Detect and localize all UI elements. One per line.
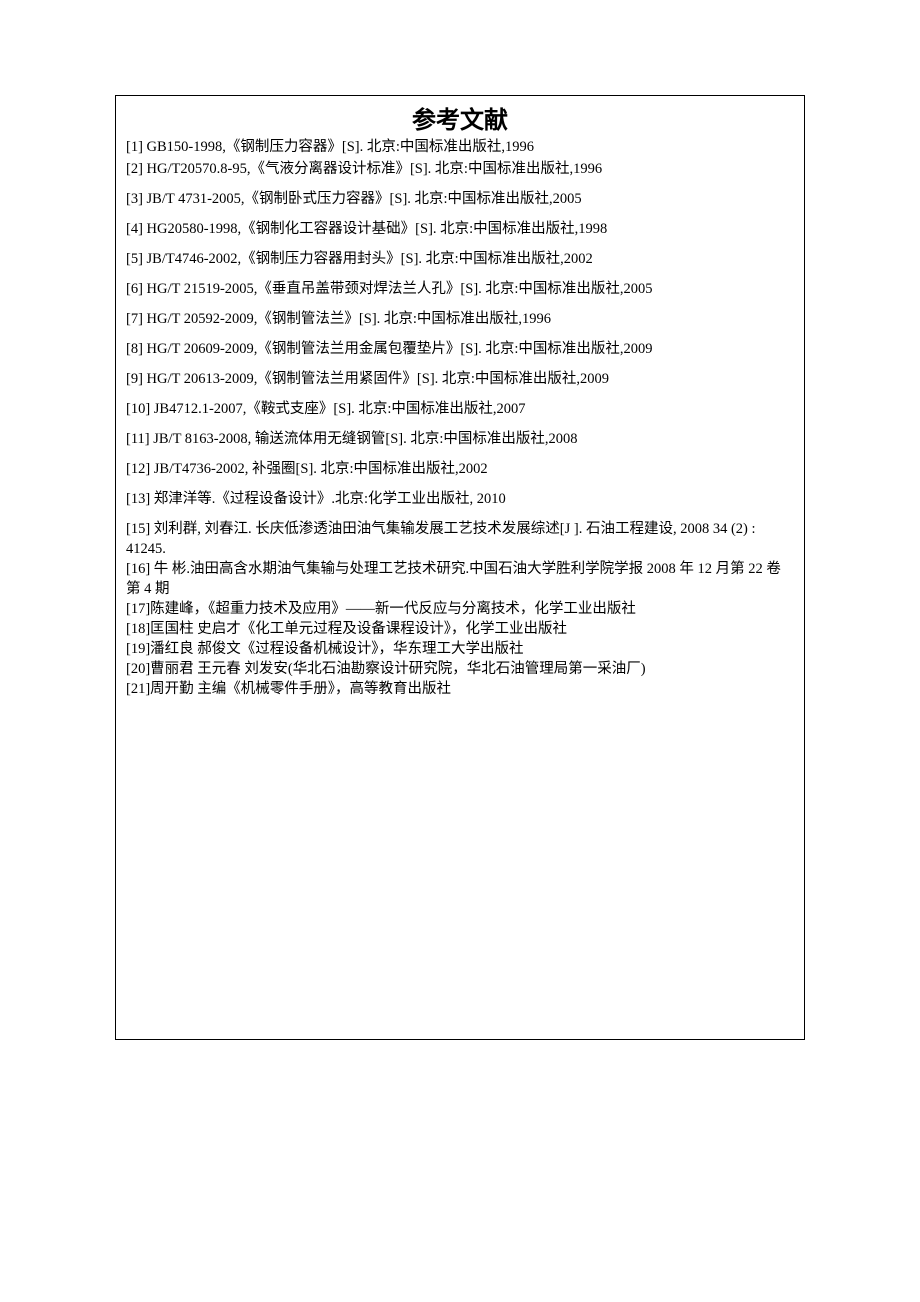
reference-item: [2] HG/T20570.8-95,《气液分离器设计标准》[S]. 北京:中国…: [126, 159, 794, 179]
reference-item: [11] JB/T 8163-2008, 输送流体用无缝钢管[S]. 北京:中国…: [126, 429, 794, 449]
reference-item: [4] HG20580-1998,《钢制化工容器设计基础》[S]. 北京:中国标…: [126, 219, 794, 239]
reference-item: [7] HG/T 20592-2009,《钢制管法兰》[S]. 北京:中国标准出…: [126, 309, 794, 329]
reference-item: [17]陈建峰，《超重力技术及应用》——新一代反应与分离技术，化学工业出版社: [126, 599, 794, 619]
page: 参考文献 [1] GB150-1998,《钢制压力容器》[S]. 北京:中国标准…: [0, 0, 920, 1302]
spacer: [126, 269, 794, 279]
spacer: [126, 239, 794, 249]
spacer: [126, 419, 794, 429]
reference-item: [15] 刘利群, 刘春江. 长庆低渗透油田油气集输发展工艺技术发展综述[J ]…: [126, 519, 794, 559]
content-frame: 参考文献 [1] GB150-1998,《钢制压力容器》[S]. 北京:中国标准…: [115, 95, 805, 1040]
spacer: [126, 209, 794, 219]
spacer: [126, 299, 794, 309]
reference-item: [19]潘红良 郝俊文《过程设备机械设计》，华东理工大学出版社: [126, 639, 794, 659]
reference-item: [1] GB150-1998,《钢制压力容器》[S]. 北京:中国标准出版社,1…: [126, 137, 794, 157]
spacer: [126, 509, 794, 519]
reference-item: [16] 牛 彬.油田高含水期油气集输与处理工艺技术研究.中国石油大学胜利学院学…: [126, 559, 794, 599]
reference-item: [8] HG/T 20609-2009,《钢制管法兰用金属包覆垫片》[S]. 北…: [126, 339, 794, 359]
reference-item: [10] JB4712.1-2007,《鞍式支座》[S]. 北京:中国标准出版社…: [126, 399, 794, 419]
reference-item: [13] 郑津洋等.《过程设备设计》.北京:化学工业出版社, 2010: [126, 489, 794, 509]
reference-item: [21]周开勤 主编《机械零件手册》，高等教育出版社: [126, 679, 794, 699]
references-list: [1] GB150-1998,《钢制压力容器》[S]. 北京:中国标准出版社,1…: [126, 137, 794, 699]
spacer: [126, 179, 794, 189]
reference-item: [5] JB/T4746-2002,《钢制压力容器用封头》[S]. 北京:中国标…: [126, 249, 794, 269]
spacer: [126, 359, 794, 369]
spacer: [126, 389, 794, 399]
reference-item: [12] JB/T4736-2002, 补强圈[S]. 北京:中国标准出版社,2…: [126, 459, 794, 479]
spacer: [126, 329, 794, 339]
reference-item: [9] HG/T 20613-2009,《钢制管法兰用紧固件》[S]. 北京:中…: [126, 369, 794, 389]
spacer: [126, 479, 794, 489]
spacer: [126, 449, 794, 459]
reference-item: [20]曹丽君 王元春 刘发安(华北石油勘察设计研究院，华北石油管理局第一采油厂…: [126, 659, 794, 679]
reference-item: [6] HG/T 21519-2005,《垂直吊盖带颈对焊法兰人孔》[S]. 北…: [126, 279, 794, 299]
reference-item: [18]匡国柱 史启才《化工单元过程及设备课程设计》，化学工业出版社: [126, 619, 794, 639]
reference-item: [3] JB/T 4731-2005,《钢制卧式压力容器》[S]. 北京:中国标…: [126, 189, 794, 209]
references-title: 参考文献: [126, 100, 794, 135]
